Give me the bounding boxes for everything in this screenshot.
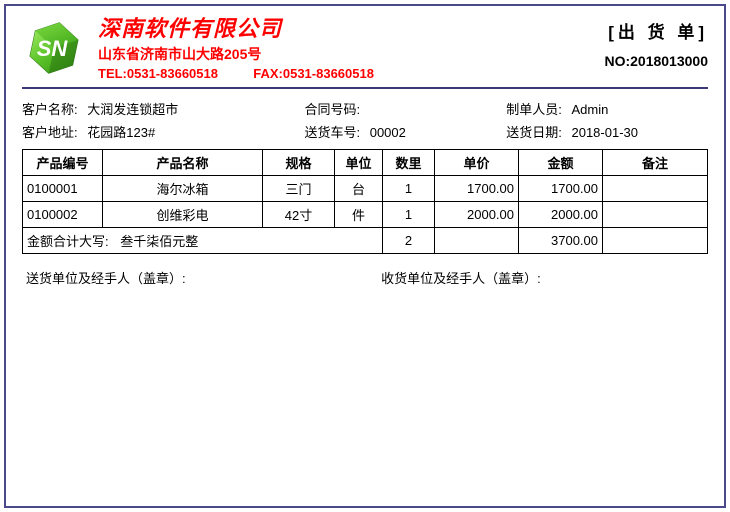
doc-title: [出 货 单]	[604, 18, 708, 43]
cell-unit: 件	[335, 202, 383, 228]
doc-no-value: 2018013000	[630, 53, 708, 69]
th-amount: 金额	[519, 150, 603, 176]
vehicle-cell: 送货车号: 00002	[304, 122, 506, 141]
ship-date-cell: 送货日期: 2018-01-30	[506, 122, 708, 141]
cell-code: 0100002	[23, 202, 103, 228]
maker-value: Admin	[571, 102, 608, 117]
summary-note	[603, 228, 708, 254]
tel-label: TEL:	[98, 66, 127, 81]
cell-code: 0100001	[23, 176, 103, 202]
customer-name-cell: 客户名称: 大润发连锁超市	[22, 99, 304, 118]
th-name: 产品名称	[103, 150, 263, 176]
customer-addr-cell: 客户地址: 花园路123#	[22, 122, 304, 141]
cell-price: 2000.00	[435, 202, 519, 228]
cell-amount: 2000.00	[519, 202, 603, 228]
summary-qty: 2	[383, 228, 435, 254]
company-block: 深南软件有限公司 山东省济南市山大路205号 TEL:0531-83660518…	[98, 16, 604, 81]
summary-row: 金额合计大写: 叁千柒佰元整 2 3700.00	[23, 228, 708, 254]
cell-spec: 42寸	[263, 202, 335, 228]
table-row: 0100002 创维彩电 42寸 件 1 2000.00 2000.00	[23, 202, 708, 228]
items-table: 产品编号 产品名称 规格 单位 数里 单价 金额 备注 0100001 海尔冰箱…	[22, 149, 708, 254]
doc-number: NO:2018013000	[604, 53, 708, 69]
delivery-order-page: SN 深南软件有限公司 山东省济南市山大路205号 TEL:0531-83660…	[4, 4, 726, 508]
th-price: 单价	[435, 150, 519, 176]
customer-name-value: 大润发连锁超市	[87, 102, 178, 117]
fax-value: 0531-83660518	[283, 66, 374, 81]
table-row: 0100001 海尔冰箱 三门 台 1 1700.00 1700.00	[23, 176, 708, 202]
header-divider	[22, 87, 708, 89]
cell-price: 1700.00	[435, 176, 519, 202]
th-note: 备注	[603, 150, 708, 176]
company-contact: TEL:0531-83660518 FAX:0531-83660518	[98, 66, 604, 81]
doc-no-label: NO:	[604, 53, 630, 69]
cell-note	[603, 202, 708, 228]
cell-qty: 1	[383, 176, 435, 202]
summary-label-cell: 金额合计大写: 叁千柒佰元整	[23, 228, 383, 254]
cell-name: 海尔冰箱	[103, 176, 263, 202]
tel-value: 0531-83660518	[127, 66, 218, 81]
fax-label: FAX:	[253, 66, 283, 81]
summary-amount: 3700.00	[519, 228, 603, 254]
th-unit: 单位	[335, 150, 383, 176]
company-name: 深南软件有限公司	[98, 16, 604, 42]
contract-no-label: 合同号码:	[304, 102, 360, 117]
th-qty: 数里	[383, 150, 435, 176]
summary-price	[435, 228, 519, 254]
maker-cell: 制单人员: Admin	[506, 99, 708, 118]
company-address: 山东省济南市山大路205号	[98, 44, 604, 64]
customer-name-label: 客户名称:	[22, 102, 78, 117]
summary-words: 叁千柒佰元整	[120, 234, 198, 249]
customer-addr-label: 客户地址:	[22, 125, 78, 140]
sender-sign: 送货单位及经手人（盖章）:	[26, 268, 381, 287]
info-grid: 客户名称: 大润发连锁超市 合同号码: 制单人员: Admin 客户地址: 花园…	[22, 99, 708, 141]
contract-no-cell: 合同号码:	[304, 99, 506, 118]
table-header-row: 产品编号 产品名称 规格 单位 数里 单价 金额 备注	[23, 150, 708, 176]
receiver-sign: 收货单位及经手人（盖章）:	[381, 268, 704, 287]
vehicle-value: 00002	[370, 125, 406, 140]
summary-label: 金额合计大写:	[27, 234, 109, 249]
cell-spec: 三门	[263, 176, 335, 202]
cell-unit: 台	[335, 176, 383, 202]
ship-date-label: 送货日期:	[506, 125, 562, 140]
header: SN 深南软件有限公司 山东省济南市山大路205号 TEL:0531-83660…	[22, 16, 708, 81]
signature-footer: 送货单位及经手人（盖章）: 收货单位及经手人（盖章）:	[22, 268, 708, 287]
logo-text: SN	[37, 36, 69, 61]
maker-label: 制单人员:	[506, 102, 562, 117]
th-spec: 规格	[263, 150, 335, 176]
th-code: 产品编号	[23, 150, 103, 176]
cell-name: 创维彩电	[103, 202, 263, 228]
company-logo: SN	[22, 16, 86, 80]
customer-addr-value: 花园路123#	[87, 125, 155, 140]
doc-meta: [出 货 单] NO:2018013000	[604, 16, 708, 69]
vehicle-label: 送货车号:	[304, 125, 360, 140]
cell-qty: 1	[383, 202, 435, 228]
cell-amount: 1700.00	[519, 176, 603, 202]
ship-date-value: 2018-01-30	[571, 125, 638, 140]
cell-note	[603, 176, 708, 202]
